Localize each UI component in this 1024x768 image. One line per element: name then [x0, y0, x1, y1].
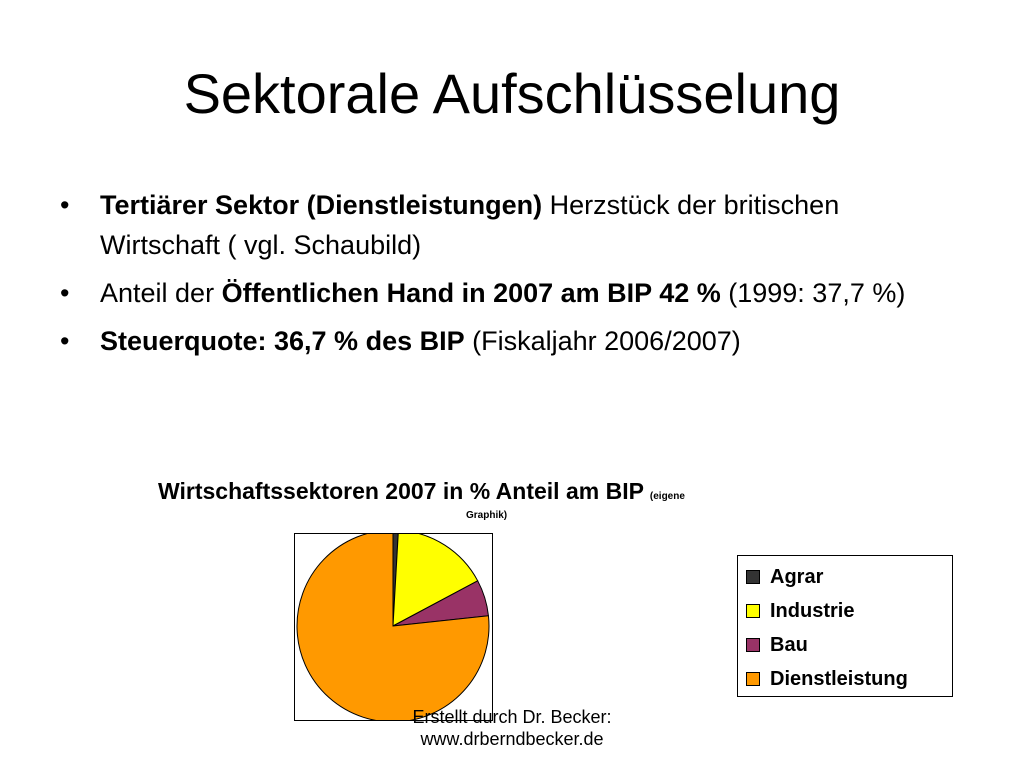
legend-label: Industrie — [770, 600, 855, 622]
bullet-text: Herzstück der britischen Wirtschaft ( vg… — [100, 190, 840, 260]
bullet-bold: Steuerquote: 36,7 % des BIP — [100, 326, 465, 356]
bullet-bold: Tertiärer Sektor (Dienstleistungen) — [100, 190, 543, 220]
bullet-item-tertiary: Tertiärer Sektor (Dienstleistungen) Herz… — [60, 185, 960, 265]
pie-chart — [296, 534, 490, 720]
legend-item-industrie: Industrie — [746, 596, 854, 626]
footer-credit: Erstellt durch Dr. Becker: www.drberndbe… — [362, 706, 662, 750]
bullet-text: (Fiskaljahr 2006/2007) — [464, 326, 741, 356]
pie-plot-area — [294, 533, 493, 721]
legend-item-bau: Bau — [746, 630, 808, 660]
legend-swatch — [746, 604, 760, 618]
footer-line-1: Erstellt durch Dr. Becker: — [412, 707, 612, 727]
chart-title-note: (eigene — [649, 491, 685, 502]
bullet-pre: Anteil der — [100, 278, 222, 308]
chart-title-main: Wirtschaftssektoren 2007 in % Anteil am … — [158, 478, 644, 504]
pie-slice-industrie — [392, 534, 479, 627]
chart-legend: Agrar Industrie Bau Dienstleistung — [737, 555, 953, 697]
legend-label: Bau — [770, 634, 808, 656]
chart-title: Wirtschaftssektoren 2007 in % Anteil am … — [158, 476, 685, 512]
footer-line-2: www.drberndbecker.de — [420, 729, 604, 749]
bullet-item-public-sector: Anteil der Öffentlichen Hand in 2007 am … — [60, 273, 960, 313]
bullet-bold: Öffentlichen Hand in 2007 am BIP 42 % — [221, 278, 721, 308]
bullet-list: Tertiärer Sektor (Dienstleistungen) Herz… — [60, 185, 960, 369]
legend-label: Agrar — [770, 566, 824, 588]
legend-swatch — [746, 672, 760, 686]
legend-item-agrar: Agrar — [746, 562, 823, 592]
legend-swatch — [746, 638, 760, 652]
chart-subtitle: Graphik) — [466, 510, 508, 521]
legend-swatch — [746, 570, 760, 584]
pie-slice-dienstleistung — [296, 534, 490, 720]
legend-label: Dienstleistung — [770, 668, 908, 690]
bullet-text: (1999: 37,7 %) — [720, 278, 906, 308]
legend-item-dienstleistung: Dienstleistung — [746, 664, 908, 694]
bullet-item-tax-ratio: Steuerquote: 36,7 % des BIP (Fiskaljahr … — [60, 321, 960, 361]
slide-title: Sektorale Aufschlüsselung — [183, 62, 841, 125]
